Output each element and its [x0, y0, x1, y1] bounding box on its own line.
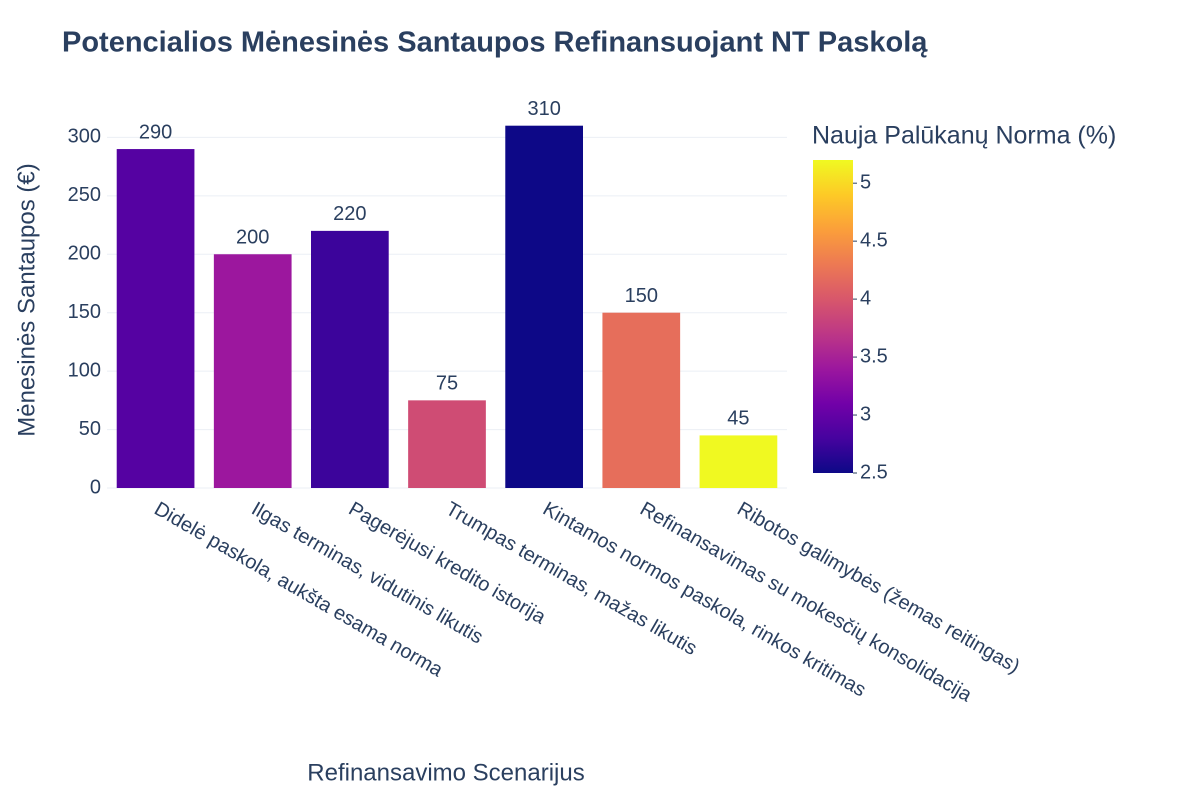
colorbar — [813, 160, 853, 473]
colorbar-tick-label: 4 — [860, 287, 871, 309]
colorbar-tick-label: 3.5 — [860, 345, 888, 367]
colorbar-tick-label: 2.5 — [860, 461, 888, 483]
value-label: 200 — [236, 227, 269, 249]
colorbar-tick-label: 5 — [860, 171, 871, 193]
bar — [505, 125, 583, 488]
colorbar-tick-label: 3 — [860, 403, 871, 425]
colorbar-title: Nauja Palūkanų Norma (%) — [812, 122, 1116, 150]
value-label: 310 — [527, 98, 560, 120]
x-axis-title: Refinansavimo Scenarijus — [307, 759, 584, 786]
value-label: 75 — [436, 373, 458, 395]
bar — [602, 312, 681, 488]
y-tick-label: 100 — [68, 359, 101, 381]
bar — [116, 149, 195, 488]
y-tick-label: 0 — [90, 476, 101, 498]
value-label: 45 — [727, 408, 749, 430]
colorbar-tick-label: 4.5 — [860, 229, 888, 251]
y-tick-label: 250 — [68, 184, 101, 206]
bar — [311, 230, 389, 488]
chart-title: Potencialios Mėnesinės Santaupos Refinan… — [62, 27, 928, 59]
bar — [408, 400, 486, 488]
y-tick-label: 300 — [68, 126, 101, 148]
value-label: 150 — [625, 285, 658, 307]
bar — [213, 254, 292, 488]
bar — [699, 435, 778, 488]
y-axis-title: Mėnesinės Santaupos (€) — [13, 163, 40, 437]
value-label: 220 — [333, 203, 366, 225]
y-tick-label: 50 — [79, 418, 101, 440]
value-label: 290 — [139, 121, 172, 143]
y-tick-label: 150 — [68, 301, 101, 323]
y-tick-label: 200 — [68, 243, 101, 265]
